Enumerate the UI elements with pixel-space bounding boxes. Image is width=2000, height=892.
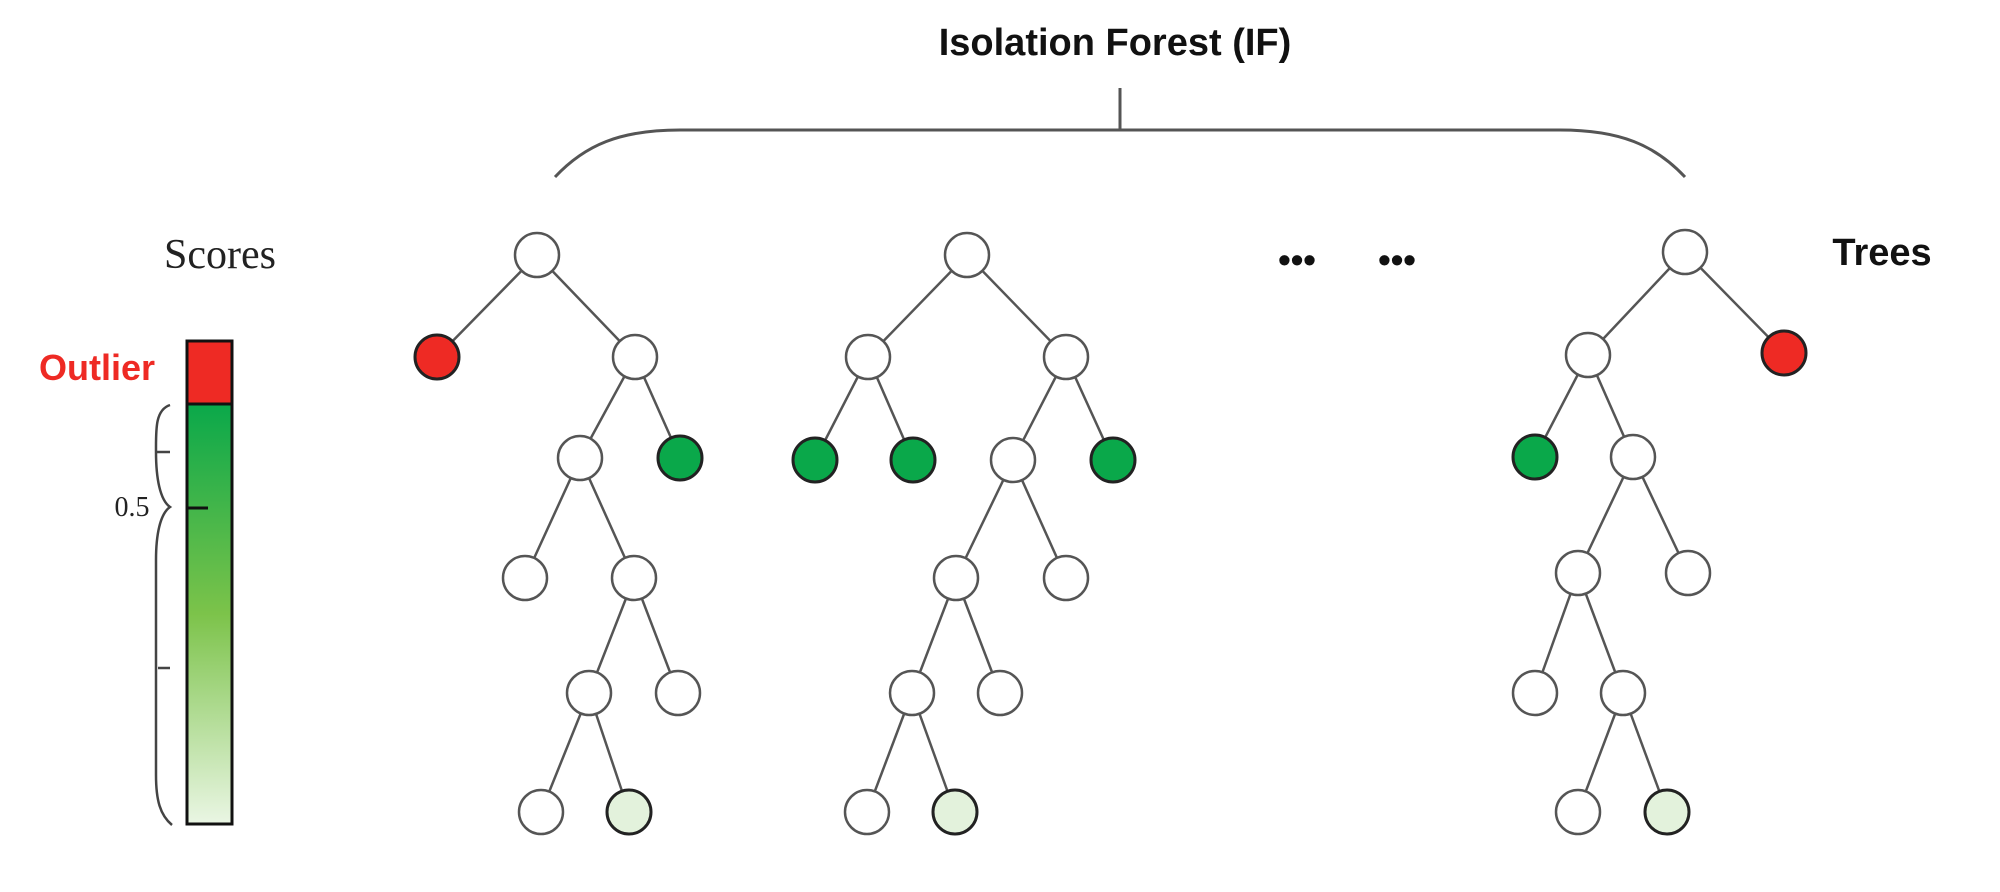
tree-2-node-1-split bbox=[943, 231, 991, 279]
tree-2-node-8-split bbox=[932, 554, 980, 602]
tree-1-node-8-split bbox=[565, 669, 613, 717]
tree-1-edge-2 bbox=[536, 254, 636, 358]
tree-2-node-3-split bbox=[1042, 333, 1090, 381]
tree-3-node-10-split bbox=[1554, 788, 1602, 836]
tree-1-edge-1 bbox=[436, 254, 538, 358]
tree-2-node-6-split bbox=[989, 436, 1037, 484]
tree-2-node-13-weak-normal bbox=[931, 788, 979, 836]
ellipsis-left: ••• bbox=[1278, 239, 1316, 280]
tree-2-edge-2 bbox=[966, 254, 1067, 358]
tree-3-node-2-split bbox=[1564, 331, 1612, 379]
tree-1-node-7-split bbox=[610, 554, 658, 602]
forest-brace bbox=[553, 88, 1687, 179]
threshold-label: 0.5 bbox=[115, 492, 150, 523]
tree-3-node-8-split bbox=[1511, 669, 1559, 717]
tree-3-node-3-outlier bbox=[1760, 329, 1808, 377]
tree-2-node-5-normal bbox=[889, 436, 937, 484]
tree-3-node-4-normal bbox=[1511, 433, 1559, 481]
ellipsis-right: ••• bbox=[1378, 239, 1416, 280]
tree-2-node-2-split bbox=[844, 333, 892, 381]
tree-2-node-11-split bbox=[976, 669, 1024, 717]
tree-3-node-7-split bbox=[1664, 549, 1712, 597]
score-bar-outlier bbox=[185, 339, 234, 406]
score-bar-normal bbox=[185, 402, 234, 826]
tree-3-node-5-split bbox=[1609, 433, 1657, 481]
tree-1-node-5-normal bbox=[656, 434, 704, 482]
tree-1-node-6-split bbox=[501, 554, 549, 602]
tree-1-node-2-outlier bbox=[413, 333, 461, 381]
trees-label: Trees bbox=[1832, 232, 1931, 274]
tree-3-node-1-split bbox=[1661, 228, 1709, 276]
score-brace bbox=[154, 403, 173, 826]
tree-2-node-4-normal bbox=[791, 436, 839, 484]
tree-1-node-4-split bbox=[556, 434, 604, 482]
tree-1-node-1-split bbox=[513, 231, 561, 279]
outlier-label: Outlier bbox=[39, 347, 155, 388]
tree-3-node-9-split bbox=[1599, 669, 1647, 717]
tree-2-node-12-split bbox=[843, 788, 891, 836]
tree-1-node-3-split bbox=[611, 333, 659, 381]
tree-1-node-11-weak-normal bbox=[605, 788, 653, 836]
scores-label: Scores bbox=[164, 232, 276, 278]
diagram-title: Isolation Forest (IF) bbox=[939, 22, 1292, 64]
tree-2-edge-1 bbox=[867, 254, 968, 358]
tree-2-node-10-split bbox=[888, 669, 936, 717]
tree-3-node-6-split bbox=[1554, 549, 1602, 597]
tree-2-node-7-normal bbox=[1089, 436, 1137, 484]
tree-nodes bbox=[413, 228, 1808, 836]
tree-3-edge-2 bbox=[1684, 251, 1785, 354]
tree-2-node-9-split bbox=[1042, 554, 1090, 602]
tree-3-edge-1 bbox=[1587, 251, 1686, 356]
tree-3-node-11-weak-normal bbox=[1643, 788, 1691, 836]
tree-1-node-10-split bbox=[517, 788, 565, 836]
tree-1-node-9-split bbox=[654, 669, 702, 717]
